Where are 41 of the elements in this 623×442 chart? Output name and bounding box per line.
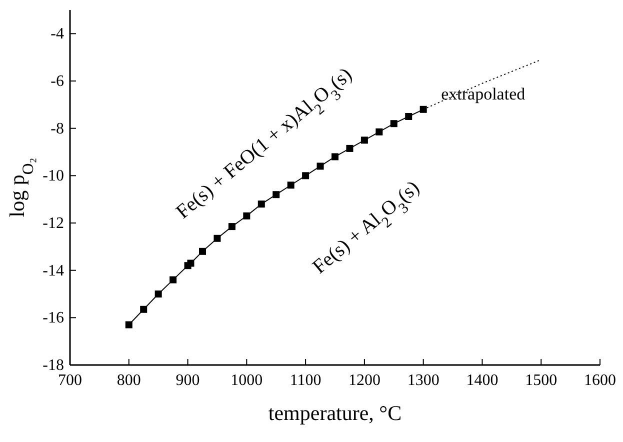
- x-tick-label: 1200: [348, 372, 380, 389]
- point: [346, 144, 354, 152]
- point: [187, 260, 194, 267]
- point: [332, 153, 338, 160]
- point: [390, 120, 398, 128]
- x-tick-label: 800: [116, 372, 141, 389]
- y-tick-label: -8: [50, 120, 64, 138]
- point: [360, 136, 368, 144]
- y-tick-label: -10: [42, 168, 64, 185]
- x-tick-label: 700: [58, 372, 82, 389]
- y-tick-label: -4: [50, 26, 64, 43]
- point: [420, 106, 427, 113]
- series-label: extrapolated: [441, 84, 526, 104]
- y-tick-label: -18: [42, 357, 64, 374]
- point: [125, 321, 132, 328]
- y-tick-label: -12: [42, 215, 64, 232]
- point: [214, 234, 221, 242]
- point: [228, 223, 236, 230]
- y-tick-label: -16: [42, 310, 64, 327]
- y-tick-label: -6: [50, 73, 64, 90]
- x-tick-label: 1300: [407, 372, 440, 389]
- point: [376, 128, 383, 136]
- point: [316, 162, 324, 170]
- point: [154, 290, 162, 298]
- x-tick-label: 1400: [466, 372, 498, 389]
- point: [199, 248, 206, 255]
- x-tick-label: 1500: [525, 372, 558, 389]
- point: [170, 276, 177, 284]
- point: [272, 191, 280, 198]
- point: [243, 212, 250, 220]
- x-tick-label: 1100: [290, 372, 322, 389]
- x-tick-label: 900: [176, 372, 200, 389]
- point: [287, 182, 294, 189]
- x-tick-label: 1000: [230, 372, 263, 389]
- point: [302, 172, 310, 180]
- x-axis-title: temperature, °C: [268, 401, 402, 425]
- point: [140, 306, 148, 313]
- x-tick-label: 1600: [584, 372, 616, 389]
- point: [258, 200, 265, 208]
- point: [405, 113, 412, 120]
- y-tick-label: -14: [42, 262, 64, 280]
